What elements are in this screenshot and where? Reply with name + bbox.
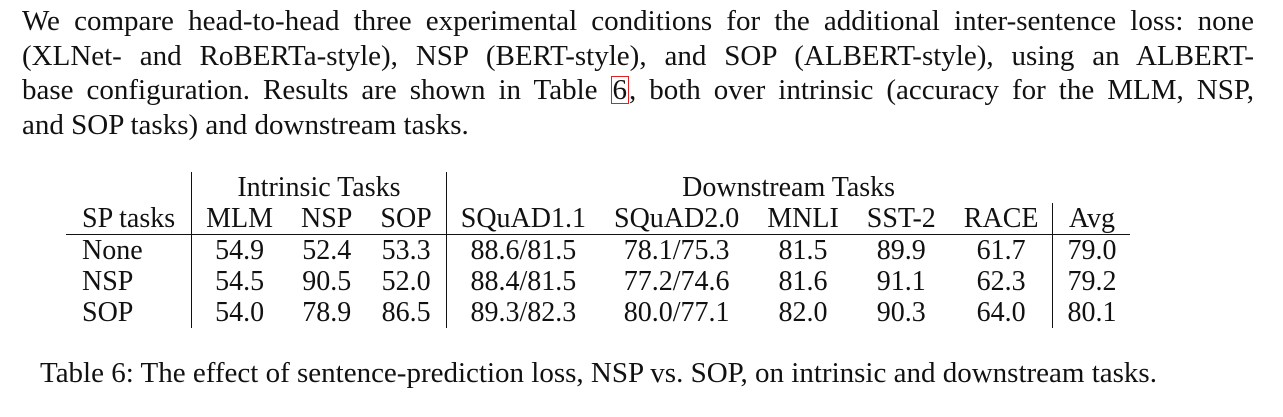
table-reference-link[interactable]: 6	[610, 74, 629, 106]
table-cell: 61.7	[976, 235, 1026, 266]
table-cell: 79.0	[1052, 234, 1131, 266]
paragraph-line-3: base configuration. Results are shown in…	[22, 73, 1254, 108]
table-cell: 80.0/77.1	[623, 297, 730, 328]
row-label: SOP	[82, 297, 134, 328]
table-cell: 88.6/81.5	[445, 234, 600, 266]
table-cell: 64.0	[976, 297, 1026, 328]
table-cell: 89.9	[876, 235, 926, 266]
row-label: NSP	[82, 266, 134, 297]
table-row: None 54.9 52.4 53.3 88.6/81.5 78.1/75.3 …	[66, 234, 1131, 266]
column-header-mlm: MLM	[191, 203, 288, 235]
table-cell: 52.0	[381, 266, 431, 297]
table-cell: 91.1	[876, 266, 926, 297]
table-cell: 81.6	[778, 266, 828, 297]
empty-header-cell	[66, 172, 192, 203]
column-header-sp-tasks: SP tasks	[82, 203, 176, 234]
results-table: Intrinsic Tasks Downstream Tasks SP task…	[66, 172, 1131, 328]
table-cell: 52.4	[302, 235, 352, 266]
column-header-avg: Avg	[1052, 203, 1131, 235]
table-cell: 78.1/75.3	[623, 235, 730, 266]
table-row: NSP 54.5 90.5 52.0 88.4/81.5 77.2/74.6 8…	[66, 266, 1131, 297]
column-header-race: RACE	[963, 203, 1039, 234]
row-label: None	[82, 235, 143, 266]
table-cell: 90.5	[302, 266, 352, 297]
table-cell: 78.9	[302, 297, 352, 328]
table-cell: 54.0	[191, 297, 288, 328]
table-cell: 77.2/74.6	[623, 266, 730, 297]
table-cell: 54.5	[191, 266, 288, 297]
body-paragraph: We compare head-to-head three experiment…	[22, 4, 1254, 142]
column-header-mnli: MNLI	[767, 203, 839, 234]
paragraph-line-3-end: , both over intrinsic (accuracy for the …	[629, 74, 1254, 106]
table-cell: 62.3	[976, 266, 1026, 297]
table-cell: 89.3/82.3	[445, 297, 600, 328]
table-cell: 90.3	[876, 297, 926, 328]
paragraph-line-3-start: base configuration. Results are shown in…	[22, 74, 611, 106]
table-cell: 86.5	[381, 297, 431, 328]
paragraph-line-4: and SOP tasks) and downstream tasks.	[22, 108, 469, 141]
intrinsic-tasks-header: Intrinsic Tasks	[191, 172, 447, 203]
column-header-sst2: SST-2	[866, 203, 936, 234]
column-header-nsp: NSP	[301, 203, 353, 234]
table-caption: Table 6: The effect of sentence-predicti…	[40, 357, 1157, 389]
table-cell: 80.1	[1052, 297, 1131, 328]
paragraph-line-2: (XLNet- and RoBERTa-style), NSP (BERT-st…	[22, 39, 1254, 72]
table-cell: 88.4/81.5	[445, 266, 600, 297]
table-cell: 82.0	[778, 297, 828, 328]
table-cell: 81.5	[778, 235, 828, 266]
downstream-tasks-header: Downstream Tasks	[445, 172, 1131, 203]
column-header-sop: SOP	[380, 203, 432, 234]
table-row: SOP 54.0 78.9 86.5 89.3/82.3 80.0/77.1 8…	[66, 297, 1131, 328]
table-cell: 53.3	[381, 235, 431, 266]
column-header-squad20: SQuAD2.0	[614, 203, 740, 234]
column-header-squad11: SQuAD1.1	[445, 203, 600, 235]
table-cell: 79.2	[1052, 266, 1131, 297]
table-cell: 54.9	[191, 234, 288, 266]
paragraph-line-1: We compare head-to-head three experiment…	[22, 5, 1254, 37]
